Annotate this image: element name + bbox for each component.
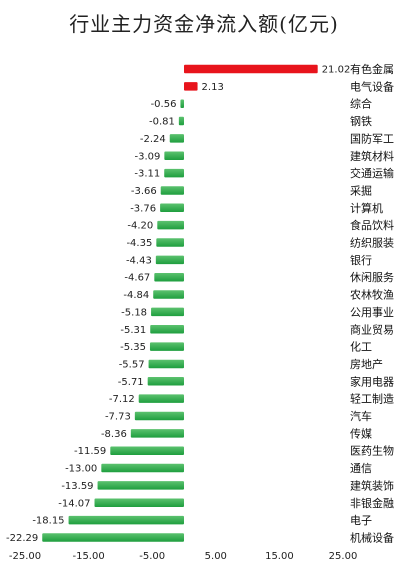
value-label-5: -3.09 bbox=[134, 151, 160, 162]
value-label-21: -8.36 bbox=[101, 429, 127, 440]
bar-3 bbox=[178, 116, 184, 126]
value-label-3: -0.81 bbox=[149, 117, 175, 128]
value-label-1: 2.13 bbox=[202, 82, 224, 93]
value-label-7: -3.66 bbox=[131, 186, 157, 197]
category-label-11: 银行 bbox=[350, 253, 372, 267]
bar-7 bbox=[160, 186, 184, 195]
value-label-10: -4.35 bbox=[126, 238, 152, 249]
bar-18 bbox=[147, 377, 184, 386]
category-label-26: 电子 bbox=[350, 514, 372, 527]
bar-13 bbox=[153, 290, 184, 299]
value-label-18: -5.71 bbox=[118, 377, 144, 388]
value-label-11: -4.43 bbox=[126, 255, 152, 266]
category-label-3: 钢铁 bbox=[350, 115, 372, 128]
bar-4 bbox=[169, 134, 184, 143]
category-label-2: 综合 bbox=[350, 97, 372, 111]
bar-9 bbox=[157, 220, 184, 230]
x-tick-label-1: -15.00 bbox=[72, 551, 104, 562]
bar-20 bbox=[134, 411, 184, 421]
value-label-13: -4.84 bbox=[123, 290, 149, 301]
bar-17 bbox=[148, 359, 184, 369]
bar-0 bbox=[184, 64, 318, 74]
category-label-16: 化工 bbox=[350, 340, 372, 354]
bar-5 bbox=[164, 151, 184, 160]
category-label-15: 商业贸易 bbox=[350, 322, 394, 336]
value-label-14: -5.18 bbox=[121, 307, 147, 318]
category-label-25: 非银金融 bbox=[350, 496, 394, 510]
category-label-27: 机械设备 bbox=[350, 530, 394, 544]
value-label-17: -5.57 bbox=[119, 359, 145, 370]
category-label-23: 通信 bbox=[350, 462, 372, 475]
category-label-21: 传媒 bbox=[350, 427, 372, 440]
category-label-19: 轻工制造 bbox=[350, 392, 394, 406]
bar-24 bbox=[97, 481, 184, 490]
value-label-6: -3.11 bbox=[134, 169, 160, 180]
value-label-8: -3.76 bbox=[130, 203, 156, 214]
bar-25 bbox=[94, 498, 184, 507]
value-label-4: -2.24 bbox=[140, 134, 166, 145]
bar-2 bbox=[180, 99, 184, 108]
value-label-15: -5.31 bbox=[120, 325, 146, 336]
category-label-14: 公用事业 bbox=[350, 306, 394, 319]
value-label-0: 21.02 bbox=[322, 65, 351, 76]
category-label-5: 建筑材料 bbox=[350, 149, 394, 163]
value-label-25: -14.07 bbox=[58, 498, 90, 509]
x-tick-label-4: 15.00 bbox=[265, 551, 294, 562]
bar-8 bbox=[160, 203, 184, 213]
bar-1 bbox=[184, 82, 198, 91]
bar-22 bbox=[110, 446, 184, 455]
x-tick-label-0: -25.00 bbox=[9, 551, 41, 562]
value-label-23: -13.00 bbox=[65, 464, 97, 475]
category-label-4: 国防军工 bbox=[350, 131, 394, 145]
bar-26 bbox=[68, 515, 184, 525]
category-label-13: 农林牧渔 bbox=[350, 288, 394, 302]
category-label-6: 交通运输 bbox=[350, 166, 394, 180]
bar-27 bbox=[42, 533, 184, 542]
bar-15 bbox=[150, 325, 184, 334]
bar-16 bbox=[149, 342, 184, 351]
x-tick-label-5: 25.00 bbox=[329, 551, 358, 562]
value-label-20: -7.73 bbox=[105, 412, 131, 423]
category-label-10: 纺织服装 bbox=[350, 236, 394, 250]
value-label-19: -7.12 bbox=[109, 394, 135, 405]
value-label-2: -0.56 bbox=[151, 99, 177, 110]
value-label-12: -4.67 bbox=[124, 273, 150, 284]
category-label-0: 有色金属 bbox=[350, 62, 394, 76]
value-label-22: -11.59 bbox=[74, 446, 106, 457]
value-label-9: -4.20 bbox=[127, 221, 153, 232]
category-label-20: 汽车 bbox=[350, 409, 372, 423]
category-label-8: 计算机 bbox=[350, 201, 383, 215]
value-label-27: -22.29 bbox=[6, 533, 38, 544]
x-tick-label-2: -5.00 bbox=[139, 551, 165, 562]
value-label-16: -5.35 bbox=[120, 342, 146, 353]
bar-14 bbox=[151, 307, 184, 317]
category-label-9: 食品饮料 bbox=[350, 218, 394, 232]
category-label-22: 医药生物 bbox=[350, 444, 394, 458]
category-label-12: 休闲服务 bbox=[350, 270, 394, 284]
value-label-26: -18.15 bbox=[32, 516, 64, 527]
category-label-1: 电气设备 bbox=[350, 79, 394, 93]
chart-title: 行业主力资金净流入额(亿元) bbox=[69, 12, 339, 36]
bar-12 bbox=[154, 272, 184, 282]
x-tick-label-3: 5.00 bbox=[205, 551, 227, 562]
category-label-18: 家用电器 bbox=[350, 374, 394, 388]
bar-21 bbox=[130, 429, 184, 438]
bar-23 bbox=[101, 463, 184, 473]
value-label-24: -13.59 bbox=[61, 481, 93, 492]
category-label-7: 采掘 bbox=[350, 183, 372, 197]
bar-10 bbox=[156, 238, 184, 247]
category-label-17: 房地产 bbox=[350, 357, 383, 371]
category-label-24: 建筑装饰 bbox=[350, 478, 394, 492]
bar-11 bbox=[155, 255, 184, 265]
bar-19 bbox=[138, 394, 184, 403]
bar-6 bbox=[164, 168, 184, 178]
